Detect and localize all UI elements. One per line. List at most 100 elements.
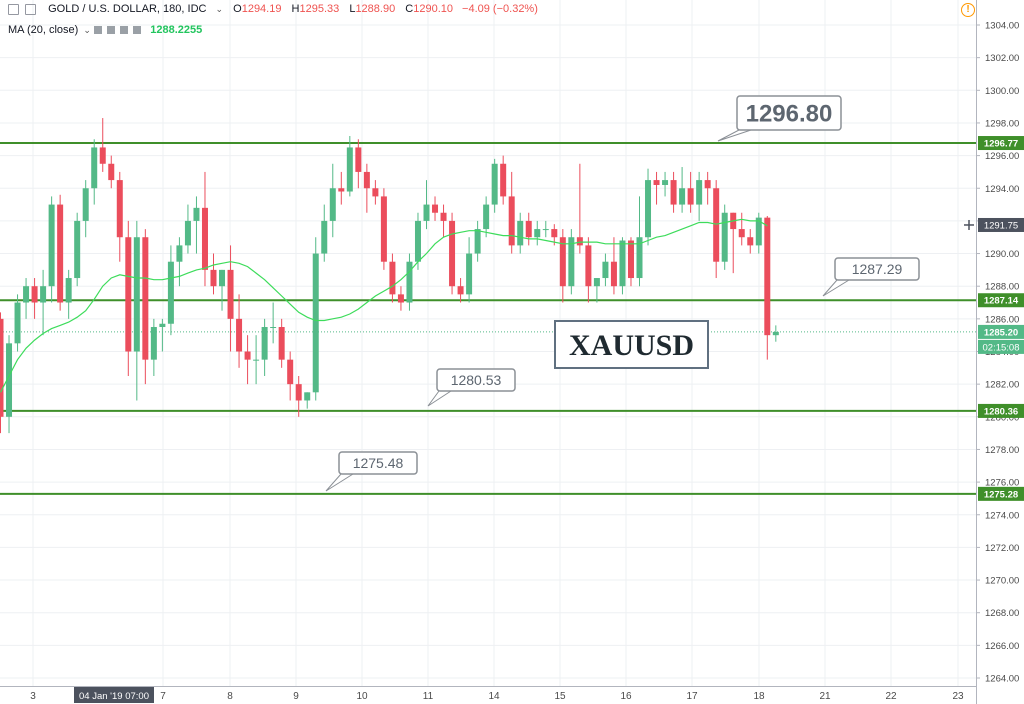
- candle-body[interactable]: [551, 229, 558, 238]
- candle-body[interactable]: [517, 220, 524, 246]
- candle-body[interactable]: [696, 180, 703, 205]
- candle-body[interactable]: [65, 278, 72, 303]
- close-icon[interactable]: [133, 26, 142, 35]
- candle-body[interactable]: [355, 147, 362, 172]
- price-callout[interactable]: 1275.48: [325, 451, 418, 492]
- ma-label[interactable]: MA (20, close): [8, 24, 79, 37]
- candle-body[interactable]: [525, 220, 532, 238]
- candle-body[interactable]: [261, 327, 268, 360]
- candle-body[interactable]: [474, 229, 481, 254]
- candle-body[interactable]: [82, 188, 89, 221]
- candle-body[interactable]: [321, 220, 328, 254]
- candle-body[interactable]: [133, 237, 140, 352]
- candle-body[interactable]: [372, 188, 379, 197]
- candle-body[interactable]: [704, 180, 711, 189]
- price-callout[interactable]: 1280.53: [427, 368, 516, 407]
- candle-body[interactable]: [764, 217, 771, 336]
- candle-body[interactable]: [380, 196, 387, 262]
- candle-body[interactable]: [304, 392, 311, 401]
- candle-body[interactable]: [602, 261, 609, 279]
- candle-body[interactable]: [6, 343, 13, 417]
- candle-body[interactable]: [23, 286, 30, 303]
- candle-body[interactable]: [125, 237, 132, 352]
- candle-body[interactable]: [534, 229, 541, 238]
- candle-body[interactable]: [432, 204, 439, 213]
- candle-body[interactable]: [219, 269, 226, 287]
- alert-icon[interactable]: !: [961, 3, 975, 17]
- candle-body[interactable]: [679, 188, 686, 205]
- candle-body[interactable]: [253, 359, 260, 361]
- candle-body[interactable]: [48, 204, 55, 287]
- candle-body[interactable]: [721, 212, 728, 262]
- candle-body[interactable]: [210, 269, 217, 287]
- candle-body[interactable]: [713, 188, 720, 262]
- candle-body[interactable]: [184, 220, 191, 246]
- candle-body[interactable]: [193, 207, 200, 221]
- hide-icon[interactable]: [25, 3, 37, 15]
- candle-body[interactable]: [397, 294, 404, 303]
- candle-body[interactable]: [14, 302, 21, 344]
- candle-body[interactable]: [576, 237, 583, 246]
- candle-body[interactable]: [593, 278, 600, 287]
- candle-body[interactable]: [346, 147, 353, 192]
- collapse-icon[interactable]: [8, 3, 19, 15]
- eye-icon[interactable]: [93, 26, 102, 35]
- candle-body[interactable]: [236, 318, 243, 352]
- candle-body[interactable]: [201, 207, 208, 270]
- candle-body[interactable]: [542, 229, 549, 231]
- candle-body[interactable]: [270, 327, 277, 329]
- candle-body[interactable]: [278, 327, 285, 360]
- candle-body[interactable]: [772, 331, 779, 336]
- price-callout[interactable]: 1296.80: [717, 95, 842, 142]
- candle-body[interactable]: [440, 212, 447, 221]
- candle-body[interactable]: [738, 229, 745, 238]
- chevron-down-icon[interactable]: ⌄: [215, 3, 224, 14]
- candle-body[interactable]: [244, 351, 251, 360]
- candle-body[interactable]: [414, 220, 421, 262]
- candle-body[interactable]: [670, 180, 677, 205]
- candle-body[interactable]: [363, 171, 370, 189]
- candle-body[interactable]: [312, 253, 319, 393]
- candle-body[interactable]: [116, 180, 123, 238]
- candle-body[interactable]: [57, 204, 64, 303]
- candle-body[interactable]: [755, 217, 762, 246]
- price-callout[interactable]: 1287.29: [822, 257, 920, 297]
- candle-body[interactable]: [653, 180, 660, 185]
- more-icon[interactable]: [120, 26, 129, 35]
- candle-body[interactable]: [568, 237, 575, 287]
- candle-body[interactable]: [159, 323, 166, 328]
- candle-body[interactable]: [176, 245, 183, 262]
- plus-icon[interactable]: [964, 219, 974, 230]
- candle-body[interactable]: [338, 188, 345, 192]
- candle-body[interactable]: [295, 384, 302, 401]
- candle-body[interactable]: [449, 220, 456, 287]
- candle-body[interactable]: [610, 261, 617, 287]
- candle-body[interactable]: [150, 327, 157, 360]
- candle-body[interactable]: [329, 188, 336, 221]
- candle-body[interactable]: [636, 237, 643, 279]
- candle-body[interactable]: [500, 163, 507, 197]
- candle-body[interactable]: [559, 237, 566, 287]
- candle-body[interactable]: [74, 220, 81, 279]
- candle-body[interactable]: [31, 286, 38, 303]
- candle-body[interactable]: [662, 180, 669, 185]
- candle-body[interactable]: [91, 147, 98, 189]
- candle-body[interactable]: [508, 196, 515, 246]
- candle-body[interactable]: [627, 240, 634, 279]
- candle-body[interactable]: [619, 240, 626, 287]
- candle-body[interactable]: [389, 261, 396, 295]
- candle-body[interactable]: [491, 163, 498, 205]
- settings-icon[interactable]: [107, 26, 116, 35]
- ma-line[interactable]: [0, 218, 768, 393]
- candle-body[interactable]: [40, 286, 47, 303]
- candle-body[interactable]: [167, 261, 174, 324]
- candle-body[interactable]: [287, 359, 294, 385]
- candle-body[interactable]: [0, 318, 4, 417]
- candle-body[interactable]: [483, 204, 490, 230]
- candle-body[interactable]: [108, 163, 115, 181]
- candle-body[interactable]: [142, 237, 149, 360]
- candle-body[interactable]: [227, 269, 234, 319]
- candle-body[interactable]: [585, 245, 592, 287]
- candle-body[interactable]: [645, 180, 652, 238]
- candle-body[interactable]: [423, 204, 430, 221]
